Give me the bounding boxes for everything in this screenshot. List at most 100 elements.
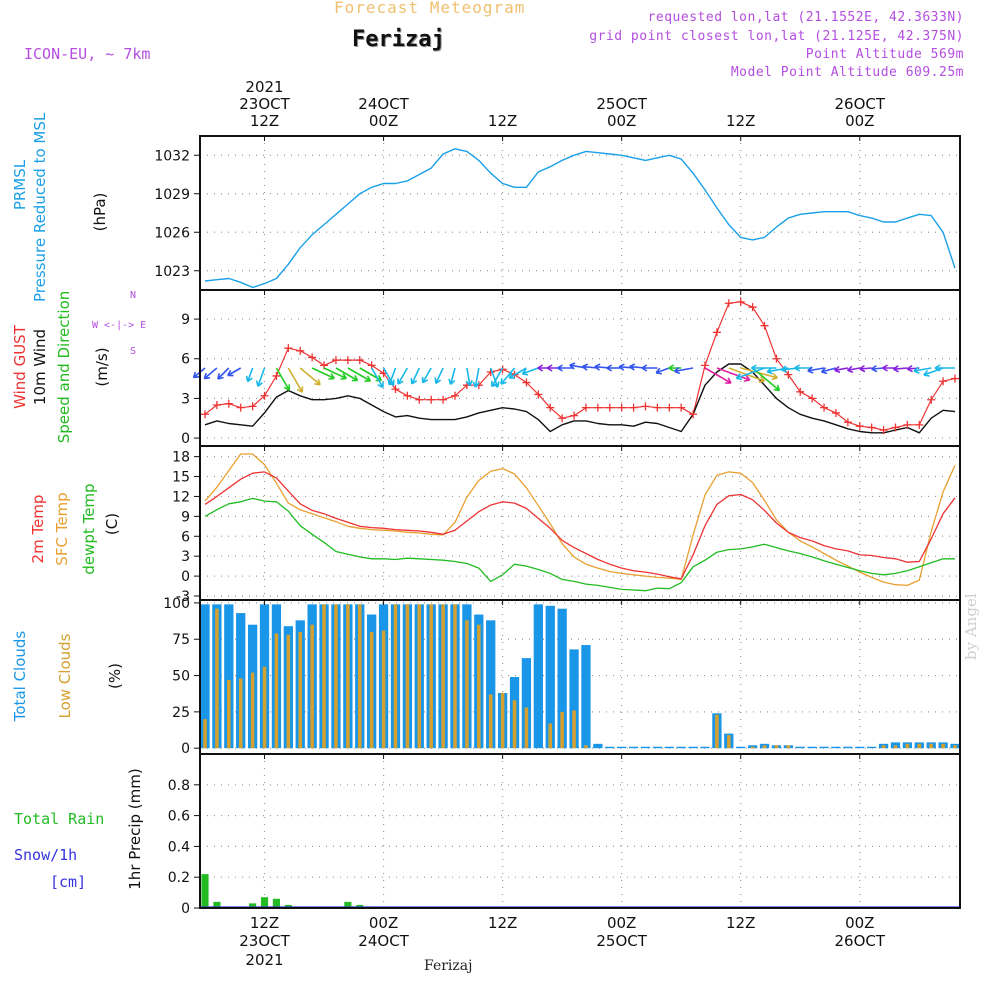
total-clouds-bar <box>533 604 543 749</box>
total-clouds-bar <box>581 645 591 749</box>
gust-marker <box>308 353 317 362</box>
gust-marker <box>534 390 543 399</box>
gust-marker <box>915 420 924 429</box>
gust-marker <box>617 403 626 412</box>
xtick-top-year: 2021 <box>245 78 283 96</box>
wind-direction-arrow <box>255 367 266 387</box>
wind-direction-arrow <box>397 367 409 385</box>
ytick-label-temperature: 3 <box>181 549 190 565</box>
low-clouds-bar <box>286 634 291 749</box>
xtick-bottom-hour: 00Z <box>845 914 874 932</box>
wind-direction-arrow <box>704 367 732 384</box>
compass-south: S <box>130 346 137 357</box>
gust-marker <box>581 403 590 412</box>
total-clouds-bar <box>676 746 686 749</box>
low-clouds-bar <box>250 672 255 749</box>
total-clouds-bar <box>831 746 841 749</box>
ytick-label-clouds: 100 <box>163 596 190 612</box>
xtick-bottom-hour: 00Z <box>369 914 398 932</box>
gust-marker <box>260 391 269 400</box>
ytick-label-precip: 0.4 <box>168 839 190 855</box>
legend-total-rain: Total Rain <box>14 810 105 828</box>
model-name: ICON-EU, ~ 7km <box>24 45 151 63</box>
wind-direction-arrow <box>871 364 884 373</box>
low-clouds-bar <box>500 692 505 749</box>
total-clouds-bar <box>545 605 555 749</box>
panel-frame-precip <box>199 753 961 909</box>
gust-marker <box>403 391 412 400</box>
gust-marker <box>879 426 888 435</box>
ytick-label-clouds: 50 <box>172 669 190 685</box>
gust-marker <box>224 399 233 408</box>
rain-bar <box>272 898 280 908</box>
low-clouds-bar <box>274 633 279 749</box>
low-clouds-bar <box>310 624 314 749</box>
total-clouds-bar <box>652 746 663 749</box>
low-clouds-bar <box>322 604 326 749</box>
wind-direction-arrow <box>323 367 347 380</box>
wind-direction-arrow <box>347 367 372 382</box>
low-clouds-bar <box>881 745 886 749</box>
wind-direction-arrow <box>491 367 504 388</box>
total-clouds-bar <box>557 608 567 749</box>
total-clouds-bar <box>628 746 639 749</box>
ytick-label-wind: 3 <box>181 391 190 407</box>
low-clouds-bar <box>393 604 398 749</box>
ytick-label-temperature: -3 <box>176 589 190 605</box>
gust-marker <box>665 403 674 412</box>
xtick-bottom-hour: 12Z <box>488 914 517 932</box>
ytick-label-temperature: 12 <box>172 489 190 505</box>
low-clouds-bar <box>548 723 553 749</box>
gust-marker <box>641 402 650 411</box>
gust-marker <box>558 414 567 423</box>
gust-marker <box>439 395 448 404</box>
wind-direction-arrow <box>641 364 658 372</box>
wind-direction-arrow <box>750 364 777 372</box>
total-clouds-bar <box>640 746 651 749</box>
ytick-label-wind: 6 <box>181 352 190 368</box>
ytick-label-precip: 0 <box>181 901 190 917</box>
xtick-top-date: 25OCT <box>596 95 647 113</box>
rain-bar <box>260 897 269 908</box>
wind-direction-arrow <box>820 367 837 375</box>
wind-direction-arrow <box>834 365 849 374</box>
gust-marker <box>546 403 555 412</box>
total-clouds-bar <box>700 746 710 749</box>
wind-direction-arrow <box>735 367 765 381</box>
wind-direction-arrow <box>465 367 473 387</box>
wind-direction-arrow <box>794 364 813 372</box>
ytick-label-temperature: 9 <box>181 509 190 525</box>
wind-direction-arrow <box>923 367 944 377</box>
xtick-top-hour: 00Z <box>607 112 636 130</box>
low-clouds-bar <box>953 745 957 749</box>
total-clouds-bar <box>843 746 853 749</box>
low-clouds-bar <box>429 604 433 749</box>
dewpt-temp-line <box>204 497 955 592</box>
low-clouds-bar <box>369 631 374 749</box>
wind-direction-arrow <box>846 365 860 374</box>
low-clouds-bar <box>727 735 731 749</box>
low-clouds-bar <box>298 631 303 749</box>
low-clouds-bar <box>215 608 219 749</box>
low-clouds-bar <box>405 604 410 749</box>
xtick-top-date: 24OCT <box>358 95 409 113</box>
gust-marker <box>820 403 829 412</box>
compass-north: N <box>130 290 137 301</box>
wind-direction-arrow <box>508 367 527 379</box>
low-clouds-bar <box>941 743 945 749</box>
wind-direction-arrow <box>227 367 242 377</box>
low-clouds-bar <box>465 620 469 749</box>
wind-series-line <box>204 363 956 434</box>
low-clouds-bar <box>524 707 529 749</box>
low-clouds-bar <box>893 745 898 749</box>
wind-direction-arrow <box>275 367 291 391</box>
xtick-top-hour: 12Z <box>726 112 755 130</box>
low-clouds-bar <box>572 710 576 749</box>
gust-marker <box>843 418 852 427</box>
gust-marker <box>629 403 638 412</box>
ytick-label-pressure: 1026 <box>154 225 190 241</box>
low-clouds-bar <box>715 714 719 749</box>
gust-marker <box>248 402 257 411</box>
low-clouds-bar <box>262 666 267 749</box>
total-clouds-bar <box>593 743 603 749</box>
